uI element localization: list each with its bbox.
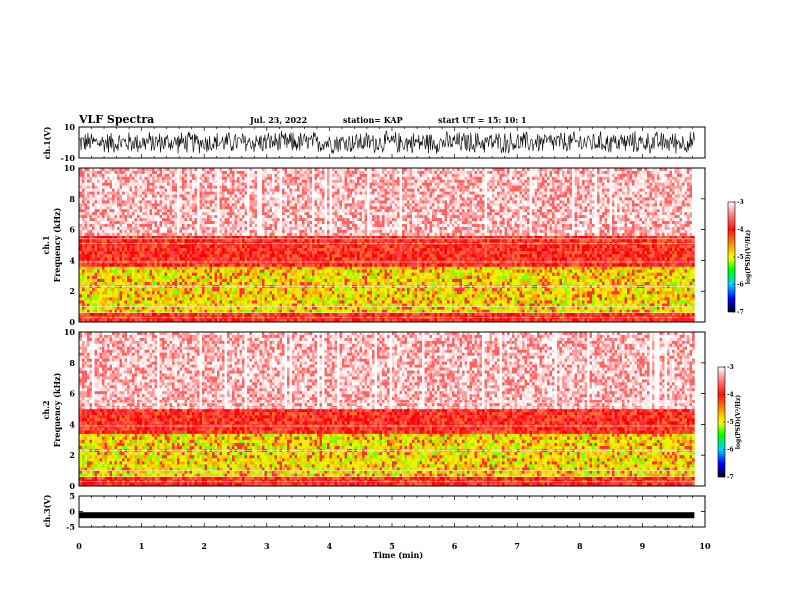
x-tick-label: 6 — [452, 541, 458, 551]
panel-frame — [78, 495, 706, 528]
y-tick-label: 0 — [69, 317, 75, 327]
colorbar-tick-label: -3 — [737, 199, 744, 206]
y-tick-label: 0 — [69, 481, 75, 491]
ch1-spectrogram-ylabel-line1: ch.1 — [41, 235, 51, 254]
y-tick-label: -5 — [66, 522, 75, 532]
ch1-colorbar-label: log(PSD)(V²/Hz) — [745, 230, 752, 285]
time-axis: 0 1 2 3 4 5 6 7 8 9 10 — [76, 541, 711, 551]
colorbar-tick-label: -3 — [727, 364, 734, 371]
x-tick-label: 0 — [76, 541, 82, 551]
x-tick-label: 3 — [264, 541, 270, 551]
ch1-spectrogram-panel: 0 2 4 6 8 10 — [64, 163, 706, 327]
colorbar-tick-label: -5 — [727, 419, 734, 426]
spectrogram-image — [79, 168, 695, 323]
ch2-colorbar: log(PSD)(V²/Hz) -3 -4 -5 -6 -7 — [717, 364, 742, 481]
ch3-voltage-ylabel: ch.3(V) — [42, 494, 52, 527]
x-tick-label: 7 — [514, 541, 520, 551]
x-tick-label: 1 — [139, 541, 145, 551]
ch1-voltage-ylabel: ch.1(V) — [42, 126, 52, 159]
ch2-spectrogram-ylabel-line1: ch.2 — [41, 400, 51, 419]
y-tick-label: -10 — [61, 153, 76, 163]
y-tick-label: 4 — [69, 419, 75, 429]
station-label: station= KAP — [343, 115, 403, 125]
colorbar-tick-label: -5 — [737, 254, 744, 261]
y-tick-label: 10 — [64, 163, 76, 173]
x-tick-label: 5 — [389, 541, 395, 551]
x-tick-label: 4 — [327, 541, 333, 551]
y-tick-label: 6 — [69, 389, 75, 399]
x-tick-label: 9 — [640, 541, 646, 551]
x-tick-label: 8 — [577, 541, 583, 551]
colorbar-tick-label: -4 — [737, 227, 744, 234]
ch2-colorbar-label: log(PSD)(V²/Hz) — [735, 395, 742, 450]
colorbar-tick-label: -7 — [737, 309, 744, 316]
y-tick-label: 8 — [69, 194, 75, 204]
y-tick-label: 5 — [69, 491, 75, 501]
y-tick-label: 2 — [69, 450, 75, 460]
ch1-colorbar: log(PSD)(V²/Hz) -3 -4 -5 -6 -7 — [727, 199, 752, 316]
y-tick-label: 10 — [64, 122, 76, 132]
y-tick-label: 10 — [64, 327, 76, 337]
y-tick-label: 4 — [69, 255, 75, 265]
time-axis-label: Time (min) — [373, 550, 423, 560]
x-tick-label: 2 — [201, 541, 207, 551]
ch2-spectrogram-ylabel-line2: Frequency (kHz) — [52, 372, 62, 447]
ch1-waveform-trace — [78, 130, 695, 155]
date-label: Jul. 23, 2022 — [249, 115, 307, 125]
x-tick-label: 10 — [699, 541, 711, 551]
spectrogram-image — [79, 332, 695, 487]
colorbar-tick-label: -6 — [737, 282, 744, 289]
y-tick-label: 6 — [69, 225, 75, 235]
colorbar-tick-label: -4 — [727, 392, 734, 399]
y-tick-label: 2 — [69, 286, 75, 296]
ch1-spectrogram-ylabel-line2: Frequency (kHz) — [52, 207, 62, 282]
start-time-label: start UT = 15: 10: 1 — [438, 115, 527, 125]
figure-title: VLF Spectra — [78, 113, 154, 126]
colorbar-tick-label: -6 — [727, 447, 734, 454]
y-tick-label: 8 — [69, 358, 75, 368]
ch3-waveform-panel: 5 0 -5 — [66, 491, 706, 532]
ch3-waveform-trace — [79, 512, 695, 519]
colorbar-tick-label: -7 — [727, 474, 734, 481]
y-tick-label: 0 — [69, 507, 75, 517]
ch1-waveform-panel: 10 -10 — [61, 122, 706, 163]
ch2-spectrogram-panel: 0 2 4 6 8 10 — [64, 327, 706, 491]
